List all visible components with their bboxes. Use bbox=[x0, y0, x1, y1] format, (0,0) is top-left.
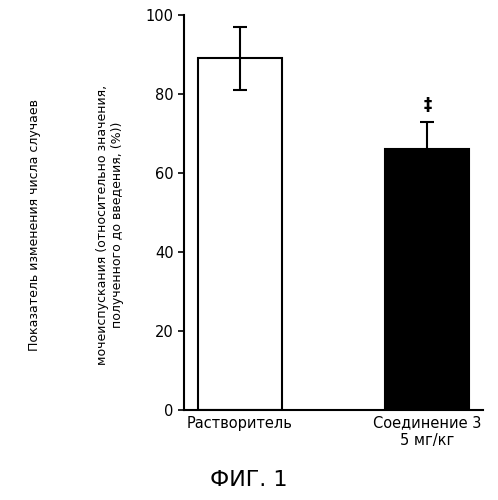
Bar bbox=[385, 150, 470, 410]
Text: ‡: ‡ bbox=[423, 96, 431, 114]
Text: Показатель изменения числа случаев: Показатель изменения числа случаев bbox=[28, 99, 41, 351]
Bar bbox=[198, 58, 282, 410]
Text: ФИГ. 1: ФИГ. 1 bbox=[210, 470, 288, 490]
Text: мочеиспускания (относительно значения,
полученного до введения, (%)): мочеиспускания (относительно значения, п… bbox=[96, 85, 124, 365]
